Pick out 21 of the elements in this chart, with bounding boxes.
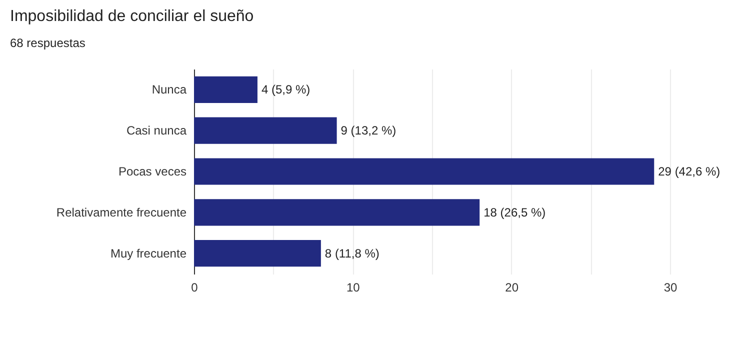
x-tick-label: 10 <box>346 280 360 294</box>
bar <box>194 158 654 185</box>
bar <box>194 240 321 267</box>
x-tick-label: 30 <box>664 280 678 294</box>
y-tick-label: Pocas veces <box>118 164 186 178</box>
y-tick-label: Muy frecuente <box>110 246 187 260</box>
bar <box>194 199 480 226</box>
x-tick-label: 0 <box>191 280 198 294</box>
data-label: 8 (11,8 %) <box>324 246 380 260</box>
bar <box>194 117 337 144</box>
data-label: 18 (26,5 %) <box>484 205 546 220</box>
text: 68 respuestas <box>10 36 86 50</box>
y-tick-label: Casi nunca <box>126 124 187 138</box>
y-tick-label: Nunca <box>152 82 187 97</box>
data-label: 29 (42,6 %) <box>658 164 720 178</box>
data-label: 4 (5,9 %) <box>261 82 310 97</box>
bar <box>194 76 258 103</box>
y-tick-label: Relativamente frecuente <box>56 205 187 220</box>
chart-title: Imposibilidad de conciliar el sueño <box>10 8 254 25</box>
data-label: 9 (13,2 %) <box>340 124 396 138</box>
x-tick-label: 20 <box>505 280 519 294</box>
